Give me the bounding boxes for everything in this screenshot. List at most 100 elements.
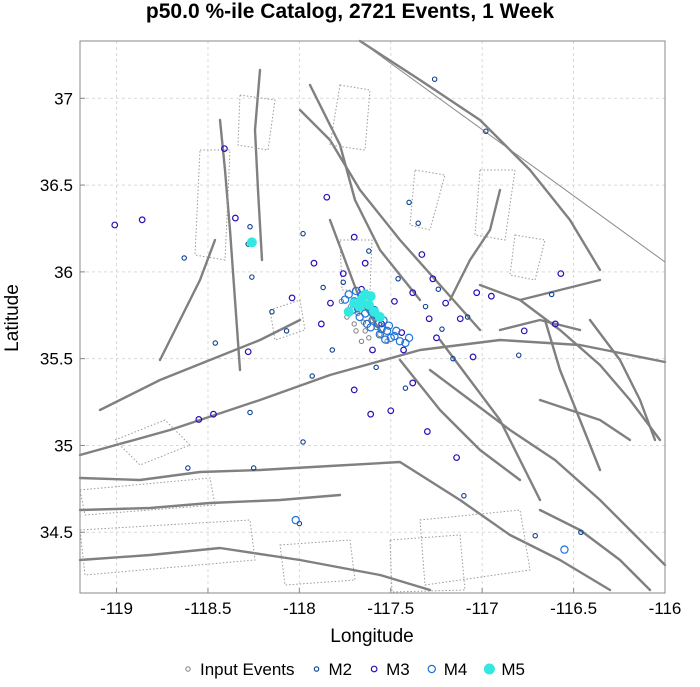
- point-m3: [442, 299, 450, 307]
- point-m3: [423, 428, 431, 435]
- legend-marker-m4: [427, 664, 436, 674]
- point-m2: [283, 328, 290, 334]
- point-m3: [221, 145, 228, 153]
- point-m2: [422, 303, 429, 310]
- point-m3: [418, 251, 426, 258]
- point-m2: [300, 439, 306, 445]
- legend-marker-input-events: [185, 666, 191, 672]
- point-m3: [195, 416, 203, 423]
- y-axis-label: Latitude: [2, 284, 23, 352]
- point-input-events: [351, 321, 357, 327]
- point-m2: [464, 314, 471, 320]
- fault-line: [588, 318, 657, 442]
- fault-line: [478, 278, 602, 302]
- fault-zone: [114, 419, 191, 466]
- fault-lines: [78, 39, 667, 593]
- point-m4: [344, 290, 353, 299]
- fault-line: [498, 318, 582, 332]
- point-m2: [212, 340, 219, 346]
- y-tick-label: 35: [54, 436, 73, 455]
- point-m3: [387, 407, 395, 415]
- point-m3: [369, 346, 376, 354]
- point-m5: [374, 312, 385, 322]
- point-m4: [390, 331, 399, 341]
- fault-zone: [389, 534, 466, 593]
- point-m3: [456, 315, 464, 323]
- fault-line: [538, 508, 652, 592]
- point-m4: [355, 312, 364, 322]
- point-input-events: [366, 335, 372, 341]
- point-m3: [409, 379, 417, 387]
- point-m3: [210, 410, 217, 418]
- point-m3: [367, 410, 375, 418]
- y-tick-label: 37: [54, 89, 73, 108]
- point-m2: [329, 347, 336, 353]
- fault-line: [518, 298, 662, 442]
- point-m2: [185, 465, 191, 471]
- point-m3: [323, 193, 331, 201]
- fault-line: [253, 68, 264, 262]
- point-m2: [532, 532, 538, 539]
- point-input-events: [369, 317, 376, 324]
- legend-label-m4: M4: [444, 660, 468, 679]
- y-tick-label: 34.5: [40, 523, 73, 542]
- fault-zone: [79, 519, 256, 576]
- point-m5: [365, 291, 376, 302]
- point-m2: [548, 291, 555, 298]
- point-m2: [402, 385, 409, 391]
- point-m2: [515, 352, 522, 358]
- point-m2: [431, 76, 438, 82]
- x-axis-ticks: -119 -118.5 -118 -117.5 -117 -116.5 -116: [100, 588, 681, 618]
- fault-zone: [339, 239, 373, 291]
- point-input-events: [358, 338, 365, 345]
- fault-zone: [329, 84, 371, 151]
- fault-line: [358, 39, 602, 272]
- legend-label-m2: M2: [329, 660, 353, 679]
- point-m3: [339, 270, 347, 278]
- x-tick-label: -118: [283, 599, 316, 618]
- point-m3: [557, 270, 565, 278]
- fault-line: [398, 358, 522, 482]
- fault-zone: [279, 539, 356, 586]
- x-tick-label: -117.5: [367, 599, 414, 618]
- point-m4: [351, 286, 361, 296]
- point-m2: [578, 529, 584, 535]
- point-m3: [317, 320, 325, 328]
- x-axis-label: Longitude: [330, 626, 413, 647]
- point-m4: [381, 335, 390, 344]
- fault-zone: [419, 509, 531, 586]
- point-m2: [269, 309, 275, 315]
- legend-marker-m3: [370, 665, 378, 673]
- fault-zone: [409, 169, 446, 231]
- point-m2: [181, 255, 187, 261]
- point-m3: [469, 353, 477, 361]
- point-m4: [384, 321, 394, 330]
- x-tick-label: -117: [466, 599, 499, 618]
- fault-line: [78, 460, 612, 592]
- point-m3: [520, 327, 528, 335]
- legend-marker-m5: [483, 663, 495, 675]
- legend: Input Events M2 M3 M4 M5: [185, 660, 525, 679]
- y-tick-label: 35.5: [40, 350, 73, 369]
- point-m5: [343, 306, 354, 317]
- legend-marker-m2: [313, 666, 320, 672]
- point-m3: [487, 292, 495, 300]
- point-m2: [435, 286, 442, 292]
- x-tick-label: -116.5: [550, 599, 597, 618]
- fault-line: [218, 118, 242, 372]
- point-m3: [327, 299, 334, 307]
- chart-title: p50.0 %-ile Catalog, 2721 Events, 1 Week: [146, 0, 554, 23]
- point-m2: [395, 276, 401, 282]
- point-m4: [340, 295, 350, 304]
- legend-label-m5: M5: [501, 660, 525, 679]
- point-m3: [288, 294, 296, 302]
- point-m2: [247, 409, 253, 416]
- fault-line: [543, 318, 602, 472]
- point-m3: [310, 259, 318, 267]
- point-m2: [247, 223, 253, 230]
- y-tick-label: 36: [54, 263, 73, 282]
- fault-line: [428, 368, 667, 567]
- point-input-events: [353, 328, 359, 334]
- point-input-events: [362, 328, 368, 334]
- point-m3: [453, 454, 460, 462]
